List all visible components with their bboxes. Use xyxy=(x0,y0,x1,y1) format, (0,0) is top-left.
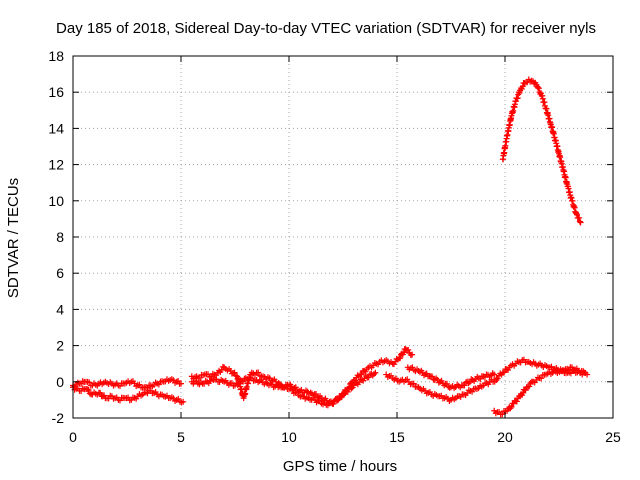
data-point xyxy=(353,379,360,386)
chart-title: Day 185 of 2018, Sidereal Day-to-day VTE… xyxy=(56,20,596,37)
data-point xyxy=(231,369,238,376)
data-point xyxy=(286,382,292,389)
data-point xyxy=(508,403,515,410)
data-point xyxy=(365,374,372,381)
data-point xyxy=(196,374,203,381)
data-point xyxy=(526,383,533,390)
data-point xyxy=(519,83,526,90)
data-point xyxy=(538,90,544,97)
data-point xyxy=(535,85,542,92)
data-point xyxy=(400,349,407,356)
data-point xyxy=(461,382,468,389)
x-tick-label: 10 xyxy=(281,429,297,445)
data-point xyxy=(576,214,583,221)
series-track-afternoon xyxy=(383,371,500,405)
data-point xyxy=(519,389,526,396)
data-point xyxy=(405,346,412,353)
data-point xyxy=(348,385,355,392)
y-tick-label: 16 xyxy=(48,84,64,100)
x-tick-label: 15 xyxy=(389,429,405,445)
series-track-afternoon-2 xyxy=(404,364,498,392)
data-point xyxy=(522,387,529,394)
x-tick-label: 20 xyxy=(497,429,513,445)
y-tick-label: -2 xyxy=(52,410,65,426)
data-point xyxy=(240,378,247,385)
data-point xyxy=(423,370,430,377)
data-point xyxy=(340,391,346,398)
data-point xyxy=(84,386,91,393)
y-axis-label: SDTVAR / TECUs xyxy=(5,178,22,298)
series-track-arc xyxy=(499,76,584,226)
data-point xyxy=(410,380,417,387)
data-point xyxy=(576,218,583,225)
data-point xyxy=(577,219,584,226)
data-point xyxy=(321,396,328,403)
data-point xyxy=(494,375,501,382)
data-point xyxy=(491,371,498,378)
data-point xyxy=(344,388,351,395)
y-tick-label: 0 xyxy=(56,374,64,390)
data-point xyxy=(357,376,364,383)
data-point xyxy=(581,369,588,376)
data-point xyxy=(499,411,506,418)
data-point xyxy=(513,398,520,405)
data-point xyxy=(255,369,262,376)
data-point xyxy=(372,369,379,376)
data-point xyxy=(97,389,104,396)
grid-layer xyxy=(73,56,613,418)
data-point xyxy=(314,394,321,401)
data-point xyxy=(180,398,187,405)
data-point xyxy=(443,380,450,387)
x-tick-label: 5 xyxy=(177,429,185,445)
y-tick-label: 12 xyxy=(48,157,64,173)
y-tick-label: 2 xyxy=(56,338,64,354)
series-track-rise xyxy=(491,364,588,418)
points-layer xyxy=(70,76,591,418)
series-track-early-1 xyxy=(70,384,187,406)
data-point xyxy=(330,400,337,407)
data-point xyxy=(101,392,108,399)
data-point xyxy=(313,390,319,397)
data-point xyxy=(86,379,93,386)
data-point xyxy=(371,371,378,378)
series-track-early-2 xyxy=(70,376,184,391)
data-point xyxy=(573,210,580,217)
data-point xyxy=(512,98,519,105)
series-track-midday xyxy=(188,345,416,409)
data-point xyxy=(85,386,92,393)
data-point xyxy=(292,384,299,391)
y-tick-label: 4 xyxy=(56,301,64,317)
data-point xyxy=(429,373,436,380)
data-point xyxy=(574,211,580,218)
data-point xyxy=(505,367,512,374)
data-point xyxy=(335,396,342,403)
data-point xyxy=(307,389,314,396)
data-point xyxy=(358,371,365,378)
y-tick-label: 10 xyxy=(48,193,64,209)
data-point xyxy=(397,355,404,362)
x-tick-label: 0 xyxy=(69,429,77,445)
x-tick-label: 25 xyxy=(605,429,621,445)
y-tick-label: 8 xyxy=(56,229,64,245)
data-point xyxy=(514,95,521,102)
data-point xyxy=(501,369,508,376)
series-track-midday-2 xyxy=(188,369,379,407)
data-point xyxy=(178,380,184,387)
y-tick-label: 6 xyxy=(56,265,64,281)
data-point xyxy=(409,351,416,358)
y-tick-label: 14 xyxy=(48,120,64,136)
x-axis-label: GPS time / hours xyxy=(283,458,397,475)
data-point xyxy=(538,375,545,382)
data-point xyxy=(465,380,472,387)
y-tick-label: 18 xyxy=(48,48,64,64)
